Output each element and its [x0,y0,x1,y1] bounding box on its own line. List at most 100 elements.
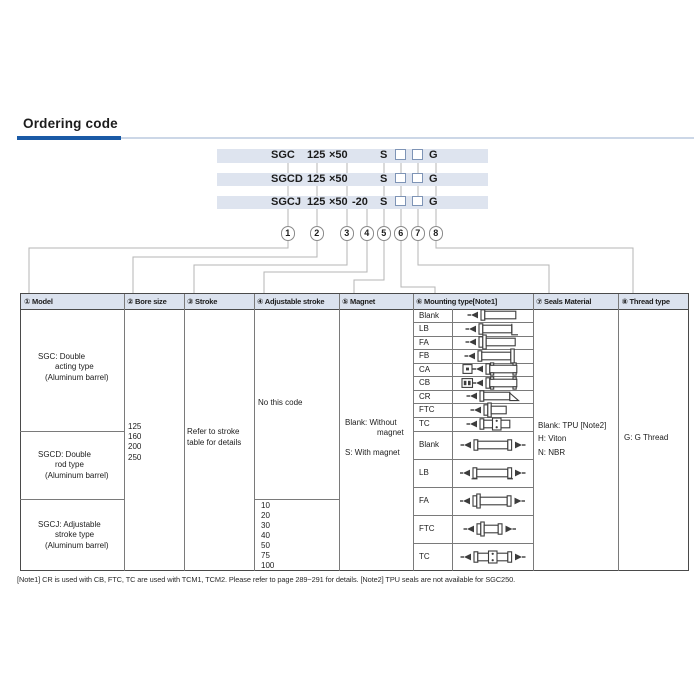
model-line: SGCD: Double [38,450,91,459]
position-circle-4: 4 [359,226,374,241]
magnet-option-line: Blank: Without [345,418,397,427]
stroke-note-line: Refer to stroke [187,427,240,436]
mounting-code: FTC [419,405,435,414]
mounting-row-divider [413,430,533,432]
column-divider [339,294,340,571]
seals-option-line: Blank: TPU [Note2] [538,420,607,430]
bore-size-value: 125 [128,421,142,431]
mounting-code: LB [419,468,429,477]
mounting-row: FA [413,487,533,515]
position-circle-8: 8 [428,226,443,241]
thread-type-option: G: G Thread [624,433,669,442]
bore-code: 125 [307,195,326,208]
mounting-option-box [395,195,406,206]
stroke-code: ×50 [329,149,348,161]
mounting-row-divider [413,335,533,337]
thread-code: G [429,172,438,185]
model-sgc-description: SGC: Double acting type (Aluminum barrel… [38,352,124,383]
model-line: (Aluminum barrel) [45,470,109,480]
table-border-right [688,293,689,571]
model-section-divider [20,499,124,500]
mounting-code: FA [419,337,429,347]
header-thread-type: ⑧ Thread type [621,297,671,306]
magnet-code: S [380,172,388,185]
mounting-row-divider [413,515,533,516]
mounting-code: FTC [419,524,435,533]
model-line: SGC: Double [38,352,86,361]
title-rule [121,137,694,139]
position-circle-3: 3 [339,226,354,241]
adjustable-value: 10 [261,501,270,510]
position-circle-7: 7 [410,226,425,241]
model-section-divider [20,431,124,432]
adjustable-value: 40 [261,531,270,540]
mounting-row-divider [413,376,533,377]
mounting-row: CR [413,390,533,404]
seals-option-box [412,195,423,206]
thread-code: G [429,149,438,161]
header-adjustable-stroke: ④ Adjustable stroke [257,297,325,306]
mounting-row-divider [413,487,533,488]
position-circle-2: 2 [309,226,324,241]
ordering-code-row-sgcd: SGCD 125 ×50 S G [217,172,488,186]
table-border-top [20,293,689,294]
cylinder-mounting-icon [454,362,532,377]
magnet-option-line: S: With magnet [345,447,400,457]
mounting-row-divider [413,543,533,544]
seals-option-box [412,149,423,160]
magnet-option-line: magnet [377,428,404,438]
model-code: SGCJ [271,195,301,208]
mounting-option-box [395,149,406,160]
cylinder-mounting-icon [454,348,532,364]
model-line: rod type [55,460,84,470]
table-header-background [20,294,689,309]
position-circle-6: 6 [393,226,408,241]
mounting-code: TC [419,552,430,561]
mounting-row-divider [413,459,533,460]
header-magnet: ⑤ Magnet [342,297,376,306]
mounting-code: FA [419,496,429,505]
seals-option-line: H: Viton [538,434,567,444]
footnote: [Note1] CR is used with CB, FTC, TC are … [17,575,516,584]
header-bore-size: ② Bore size [127,297,167,306]
mounting-row-divider [413,403,533,404]
page-title: Ordering code [23,116,118,131]
header-model: ① Model [24,297,53,306]
mounting-row-divider [413,416,533,418]
bore-code: 125 [307,149,326,161]
mounting-row-divider [413,362,533,364]
seals-option-box [412,172,423,183]
mounting-code: CB [419,378,431,387]
thread-code: G [429,195,438,208]
stroke-note-line: table for details [187,438,242,447]
mounting-row: CA [413,362,533,377]
adjustable-value: 100 [261,561,275,570]
model-code: SGC [271,149,295,161]
mounting-row: TC [413,543,533,570]
cylinder-mounting-icon [454,459,532,487]
column-divider [618,294,619,571]
header-stroke: ③ Stroke [187,297,218,306]
bore-size-value: 250 [128,452,142,462]
adjustable-value: 30 [261,521,270,530]
mounting-row: Blank [413,431,533,460]
cylinder-mounting-icon [454,334,532,350]
mounting-option-box [395,172,406,183]
mounting-row-divider [413,349,533,350]
mounting-row: LB [413,322,533,336]
adjustable-section-divider [254,499,339,500]
table-border-bottom [20,570,689,571]
adjustable-value: 50 [261,541,270,550]
model-sgcj-description: SGCJ: Adjustable stroke type (Aluminum b… [38,520,124,551]
model-line: acting type [55,362,94,372]
mounting-code: FB [419,351,430,360]
header-mounting-type: ⑥ Mounting type[Note1] [416,297,498,306]
bore-size-list: 125 160 200 250 [128,422,141,464]
column-divider [254,294,255,571]
mounting-row-divider [413,389,533,391]
title-accent-bar [17,136,121,141]
cylinder-mounting-icon [454,431,532,460]
column-divider [533,294,534,571]
